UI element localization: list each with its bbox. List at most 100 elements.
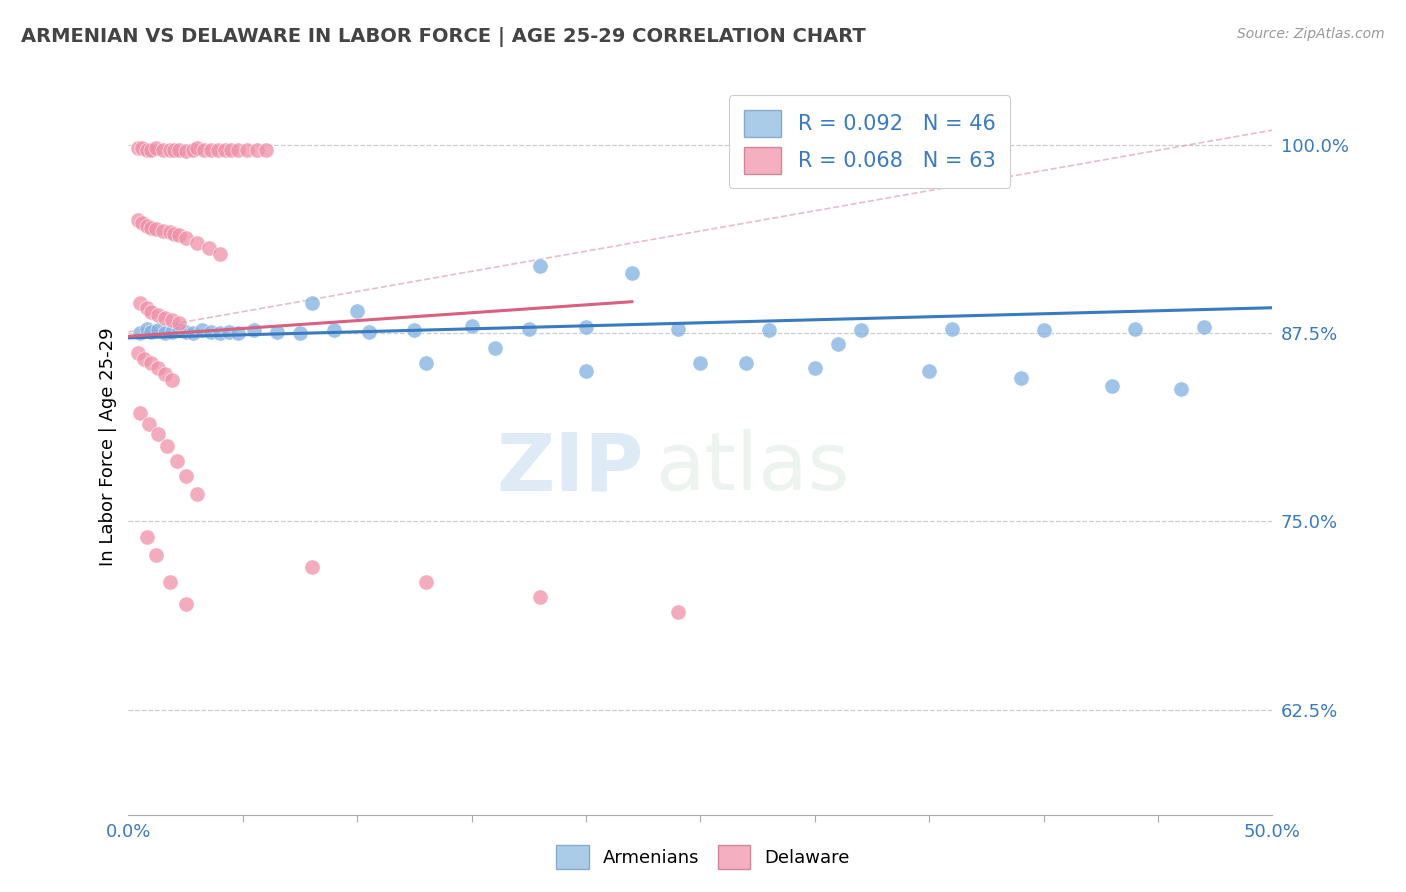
Point (181, 143, 204, 157)
Point (141, 221, 163, 235)
Point (735, 356, 758, 370)
Point (243, 323, 266, 337)
Point (236, 143, 259, 157)
Point (460, 318, 482, 333)
Point (666, 322, 689, 336)
Point (167, 323, 190, 337)
Point (529, 590, 551, 604)
Point (415, 356, 437, 370)
Point (135, 529, 157, 543)
Point (127, 213, 149, 227)
Point (404, 323, 426, 337)
Point (197, 240, 219, 254)
Point (141, 325, 163, 339)
Point (186, 141, 208, 155)
Point (131, 216, 153, 230)
Point (758, 323, 780, 337)
Point (666, 605, 689, 619)
Point (163, 227, 186, 241)
Point (689, 356, 711, 370)
Point (153, 367, 176, 381)
Point (1101, 379, 1123, 393)
Point (174, 325, 197, 339)
Point (200, 143, 222, 157)
Point (129, 326, 152, 341)
Point (208, 246, 231, 260)
Point (254, 143, 277, 157)
Point (1123, 322, 1146, 336)
Point (484, 342, 506, 356)
Point (174, 469, 197, 483)
Point (226, 326, 249, 341)
Point (135, 322, 157, 336)
Point (288, 326, 311, 341)
Point (1170, 382, 1192, 396)
Point (135, 143, 157, 157)
Point (141, 356, 163, 370)
Point (208, 326, 231, 341)
Point (827, 336, 849, 351)
Point (301, 296, 323, 310)
Point (160, 373, 183, 387)
Point (159, 143, 181, 157)
Point (152, 224, 174, 238)
Point (160, 325, 183, 339)
Point (804, 360, 827, 375)
Point (156, 439, 179, 453)
Point (918, 364, 941, 378)
Point (200, 325, 222, 339)
Point (575, 320, 598, 334)
Point (301, 559, 323, 574)
Point (129, 296, 152, 310)
Point (159, 226, 181, 240)
Point (346, 303, 368, 318)
Point (174, 231, 197, 245)
Text: atlas: atlas (655, 429, 849, 508)
Point (174, 597, 197, 611)
Point (266, 325, 288, 339)
Point (159, 574, 181, 589)
Point (357, 325, 380, 339)
Point (529, 259, 551, 273)
Point (941, 322, 963, 336)
Legend: R = 0.092   N = 46, R = 0.068   N = 63: R = 0.092 N = 46, R = 0.068 N = 63 (730, 95, 1011, 188)
Point (145, 222, 167, 236)
Point (145, 548, 167, 562)
Point (141, 143, 163, 157)
Legend: Armenians, Delaware: Armenians, Delaware (548, 838, 858, 876)
Point (131, 141, 153, 155)
Point (163, 143, 186, 157)
Point (135, 301, 157, 315)
Point (246, 143, 269, 157)
Point (129, 406, 152, 420)
Point (148, 360, 170, 375)
Point (226, 143, 249, 157)
Point (221, 143, 243, 157)
Text: ZIP: ZIP (496, 429, 644, 508)
Point (148, 323, 170, 337)
Point (214, 143, 236, 157)
Point (575, 364, 598, 378)
Point (218, 325, 240, 339)
Point (1192, 320, 1215, 334)
Point (148, 427, 170, 442)
Point (127, 141, 149, 155)
Point (167, 316, 190, 330)
Y-axis label: In Labor Force | Age 25-29: In Labor Force | Age 25-29 (100, 326, 117, 566)
Point (181, 326, 204, 341)
Point (138, 417, 160, 431)
Point (186, 487, 208, 501)
Text: Source: ZipAtlas.com: Source: ZipAtlas.com (1237, 27, 1385, 41)
Point (190, 323, 212, 337)
Point (1032, 323, 1054, 337)
Text: ARMENIAN VS DELAWARE IN LABOR FORCE | AGE 25-29 CORRELATION CHART: ARMENIAN VS DELAWARE IN LABOR FORCE | AG… (21, 27, 866, 46)
Point (135, 219, 157, 234)
Point (148, 308, 170, 322)
Point (160, 312, 183, 326)
Point (153, 311, 176, 326)
Point (1010, 371, 1032, 385)
Point (174, 145, 197, 159)
Point (193, 143, 215, 157)
Point (620, 266, 643, 280)
Point (415, 574, 437, 589)
